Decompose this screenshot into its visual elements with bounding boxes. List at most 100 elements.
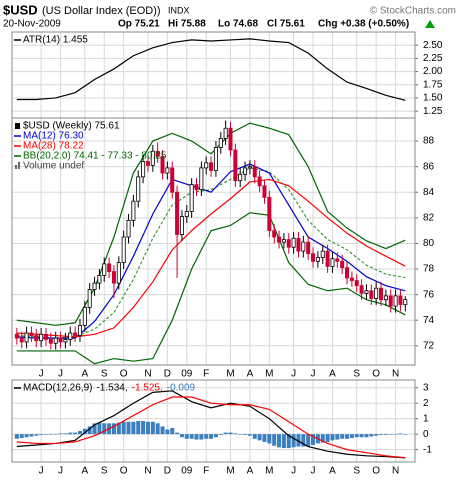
histogram-bar xyxy=(374,434,379,436)
histogram-bar xyxy=(77,431,82,435)
candle-body xyxy=(325,250,330,267)
x-tick-label: D xyxy=(164,466,171,477)
x-tick-label: F xyxy=(203,466,209,477)
y-tick-label: 1 xyxy=(423,413,429,424)
candle-body xyxy=(189,184,194,212)
histogram-bar xyxy=(97,422,102,435)
histogram-bar xyxy=(58,433,63,435)
x-tick-label: J xyxy=(58,369,63,380)
candle-body xyxy=(97,275,102,284)
legend-label: -1.534, xyxy=(96,383,127,394)
y-tick-label: 76 xyxy=(423,289,435,300)
x-tick-label: S xyxy=(353,466,360,477)
y-tick-label: 2.50 xyxy=(423,40,443,51)
candle-body xyxy=(24,332,29,343)
candle-body xyxy=(39,333,44,342)
histogram-bar xyxy=(354,434,359,438)
candle-body xyxy=(330,258,335,267)
histogram-bar xyxy=(87,426,92,435)
change-quote: Chg +0.38 (+0.50%) xyxy=(318,19,409,30)
histogram-bar xyxy=(34,434,39,436)
x-tick-label: N xyxy=(392,466,399,477)
y-tick-label: 82 xyxy=(423,212,435,223)
x-tick-label: J xyxy=(311,369,316,380)
histogram-bar xyxy=(364,434,369,438)
candle-body xyxy=(223,127,228,139)
x-tick-label: N xyxy=(392,369,399,380)
panel-background xyxy=(12,118,415,365)
legend-swatch xyxy=(15,123,20,129)
candle-body xyxy=(29,332,34,336)
candle-body xyxy=(359,285,364,294)
x-tick-label: S xyxy=(101,466,108,477)
x-tick-label: O xyxy=(372,466,380,477)
open-quote: Op 75.21 xyxy=(118,19,160,30)
histogram-bar xyxy=(53,434,58,435)
candle-body xyxy=(388,295,393,307)
up-arrow xyxy=(425,20,435,28)
y-tick-label: 1.25 xyxy=(423,106,443,117)
histogram-bar xyxy=(14,434,19,439)
histogram-bar xyxy=(189,434,194,439)
histogram-bar xyxy=(145,421,150,435)
histogram-bar xyxy=(393,434,398,435)
date: 20-Nov-2009 xyxy=(3,19,61,30)
candle-body xyxy=(291,237,296,248)
histogram-bar xyxy=(277,434,282,448)
histogram-bar xyxy=(223,432,228,435)
y-tick-label: 78 xyxy=(423,264,435,275)
x-tick-label: F xyxy=(203,369,209,380)
candle-body xyxy=(364,290,369,294)
histogram-bar xyxy=(165,429,170,435)
legend-label: $USD (Weekly) 75.61 xyxy=(23,121,120,132)
candle-body xyxy=(267,196,272,232)
y-tick-label: 1.75 xyxy=(423,79,443,90)
histogram-bar xyxy=(228,432,233,435)
candle-body xyxy=(398,295,403,305)
y-tick-label: 0 xyxy=(423,429,429,440)
candle-body xyxy=(209,162,214,171)
legend-label: MA(12) 76.30 xyxy=(23,131,84,142)
legend-label: -1.525, xyxy=(132,383,163,394)
x-tick-label: A xyxy=(247,369,254,380)
histogram-bar xyxy=(82,428,87,435)
candle-body xyxy=(92,282,97,290)
candle-body xyxy=(121,236,126,264)
x-tick-label: J xyxy=(291,369,296,380)
exchange: INDX xyxy=(168,5,190,15)
candle-body xyxy=(320,250,325,258)
candle-body xyxy=(213,147,218,171)
candle-body xyxy=(58,337,63,343)
x-tick-label: 09 xyxy=(181,369,193,380)
candle-body xyxy=(82,307,87,326)
histogram-bar xyxy=(388,434,393,435)
histogram-bar xyxy=(29,434,34,437)
candle-body xyxy=(102,263,107,276)
legend-label: BB(20,2.0) 74.41 - 77.33 - 80.25 xyxy=(23,151,167,162)
histogram-bar xyxy=(116,422,121,435)
candle-body xyxy=(301,241,306,252)
candle-body xyxy=(179,216,184,235)
histogram-bar xyxy=(111,423,116,435)
histogram-bar xyxy=(39,434,44,435)
histogram-bar xyxy=(320,434,325,443)
candle-body xyxy=(315,257,320,262)
histogram-bar xyxy=(213,434,218,438)
candle-body xyxy=(136,176,141,202)
candle-body xyxy=(194,184,199,191)
x-tick-label: A xyxy=(81,369,88,380)
histogram-bar xyxy=(233,433,238,435)
histogram-bar xyxy=(209,434,214,439)
candle-body xyxy=(150,150,155,166)
x-tick-label: A xyxy=(329,369,336,380)
y-tick-label: 2.25 xyxy=(423,53,443,64)
candle-body xyxy=(311,253,316,262)
y-tick-label: 3 xyxy=(423,382,429,393)
candle-body xyxy=(141,161,146,178)
histogram-bar xyxy=(301,434,306,447)
candle-body xyxy=(34,335,39,342)
source: © StockCharts.com xyxy=(370,6,456,17)
histogram-bar xyxy=(24,434,29,438)
x-tick-label: 09 xyxy=(181,466,193,477)
histogram-bar xyxy=(170,427,175,435)
